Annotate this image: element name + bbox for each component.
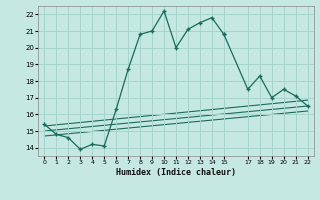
X-axis label: Humidex (Indice chaleur): Humidex (Indice chaleur) <box>116 168 236 177</box>
